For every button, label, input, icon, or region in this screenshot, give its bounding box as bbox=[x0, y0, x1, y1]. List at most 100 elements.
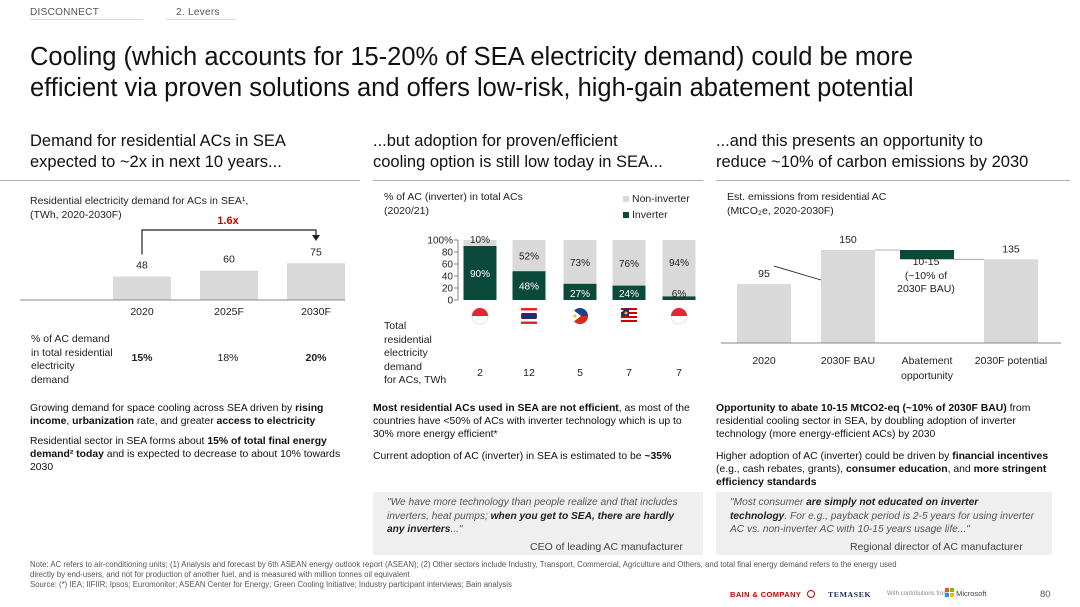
col3-quote-box: "Most consumer are simply not educated o… bbox=[716, 492, 1052, 555]
chart2-total-label: Total residential electricity demand for… bbox=[384, 320, 446, 388]
annotation-line: 10-15 bbox=[912, 256, 940, 268]
bar-value-label: 150 bbox=[839, 234, 857, 246]
legend-non-inverter: Non-inverter bbox=[623, 193, 690, 207]
tab-disconnect[interactable]: DISCONNECT bbox=[30, 7, 100, 18]
quote-text: "We have more technology than people rea… bbox=[387, 496, 689, 537]
total-value: 2 bbox=[477, 367, 483, 379]
bar-value-label: 48 bbox=[136, 259, 148, 271]
thailand-flag-stripe bbox=[521, 308, 537, 311]
tab-levers[interactable]: 2. Levers bbox=[176, 7, 220, 18]
inverter-value-label: 24% bbox=[619, 289, 639, 300]
quote-source: Regional director of AC manufacturer bbox=[850, 541, 1023, 553]
col1-header-line: Demand for residential ACs in SEA bbox=[30, 132, 286, 150]
text: urbanization bbox=[72, 416, 134, 428]
philippines-flag-sun bbox=[573, 314, 577, 318]
title-line-1: Cooling (which accounts for 15-20% of SE… bbox=[30, 43, 914, 71]
text: . For e.g., payback period is 2-5 years … bbox=[730, 510, 1035, 536]
non-inverter-value-label: 73% bbox=[570, 258, 590, 269]
microsoft-icon bbox=[945, 588, 954, 597]
bain-logo: BAIN & COMPANY bbox=[730, 590, 815, 599]
singapore-flag-red-half bbox=[472, 308, 488, 316]
bar-inverter bbox=[463, 246, 497, 300]
total-value: 7 bbox=[626, 367, 632, 379]
inverter-value-label: 27% bbox=[570, 289, 590, 300]
page-number: 80 bbox=[1040, 589, 1051, 600]
text: Higher adoption of AC (inverter) could b… bbox=[716, 451, 953, 462]
total-value: 12 bbox=[523, 367, 535, 379]
quote-text: "Most consumer are simply not educated o… bbox=[730, 496, 1038, 537]
col1-rule bbox=[0, 180, 360, 181]
text: Current adoption of AC (inverter) in SEA… bbox=[373, 451, 645, 462]
x-tick-label: 2030F bbox=[301, 306, 331, 318]
col3-paragraph-2: Higher adoption of AC (inverter) could b… bbox=[716, 450, 1068, 490]
total-label-line: Total bbox=[384, 320, 407, 332]
col3-paragraph-1: Opportunity to abate 10-15 MtCO2-eq (~10… bbox=[716, 402, 1068, 442]
bar-2030f-potential bbox=[984, 259, 1038, 343]
inverter-value-label: 48% bbox=[519, 282, 539, 293]
share-label-line: demand bbox=[31, 373, 69, 386]
chart2-title-line: % of AC (inverter) in total ACs bbox=[384, 191, 523, 203]
chart2-title: % of AC (inverter) in total ACs (2020/21… bbox=[384, 191, 523, 218]
col1-header: Demand for residential ACs in SEA expect… bbox=[30, 131, 350, 173]
text: Opportunity to abate 10-15 MtCO2-eq (~10… bbox=[716, 403, 1007, 414]
bar-inverter bbox=[612, 285, 646, 300]
text: access to electricity bbox=[216, 416, 316, 428]
inverter-value-label: 90% bbox=[470, 269, 490, 280]
page-title: Cooling (which accounts for 15-20% of SE… bbox=[30, 42, 1060, 104]
non-inverter-value-label: 10% bbox=[470, 235, 490, 246]
total-label-line: residential bbox=[384, 333, 432, 346]
x-tick-label: opportunity bbox=[901, 370, 954, 382]
y-tick-label: 100% bbox=[427, 236, 453, 247]
chart1-share-label: % of AC demand in total residential elec… bbox=[31, 333, 113, 387]
y-tick-label: 0 bbox=[447, 296, 453, 307]
growth-label: 1.6x bbox=[217, 215, 239, 227]
share-label-line: in total residential bbox=[31, 346, 113, 359]
text: , bbox=[66, 416, 73, 428]
text: "We have more technology than people rea… bbox=[387, 497, 678, 522]
non-inverter-value-label: 76% bbox=[619, 259, 639, 270]
chart1-svg: 48 2020 60 2025F 75 2030F 1.6x bbox=[20, 215, 345, 318]
col2-paragraph-2: Current adoption of AC (inverter) in SEA… bbox=[373, 450, 703, 463]
bar-2030f-bau bbox=[821, 250, 875, 343]
bar-2025F bbox=[200, 270, 258, 300]
y-tick-label: 40 bbox=[442, 272, 454, 283]
legend-label: Non-inverter bbox=[632, 193, 690, 205]
share-value: 18% bbox=[217, 352, 239, 364]
col2-quote-box: "We have more technology than people rea… bbox=[373, 492, 703, 555]
text: from residential cooling sector in SEA, … bbox=[716, 403, 1031, 441]
total-label-line: demand bbox=[384, 360, 422, 373]
x-tick-label: 2030F BAU bbox=[821, 355, 875, 367]
tab-underline bbox=[166, 19, 236, 20]
bar-non-inverter bbox=[612, 240, 646, 286]
bar-inverter bbox=[563, 283, 597, 300]
indonesia-flag-red-half bbox=[671, 308, 687, 316]
text: are simply not educated on inverter tech… bbox=[730, 497, 979, 522]
thailand-flag-stripe bbox=[521, 310, 537, 313]
col3-header: ...and this presents an opportunity to r… bbox=[716, 131, 1076, 173]
share-label-line: electricity bbox=[31, 360, 75, 372]
bain-logo-text: BAIN & COMPANY bbox=[730, 590, 802, 599]
non-inverter-value-label: 94% bbox=[669, 258, 689, 269]
tab-underline bbox=[30, 19, 143, 20]
contributions-text: With contributions from bbox=[887, 591, 949, 597]
bar-abatement bbox=[900, 250, 954, 260]
col1-header-line: expected to ~2x in next 10 years... bbox=[30, 153, 282, 171]
x-tick-label: 2020 bbox=[130, 306, 154, 318]
malaysia-flag-stripe bbox=[621, 320, 637, 322]
annotation-line: 2030F BAU) bbox=[897, 283, 955, 295]
bar-2020 bbox=[113, 276, 171, 300]
bar-non-inverter bbox=[662, 240, 696, 297]
col1-paragraph-1: Growing demand for space cooling across … bbox=[30, 402, 355, 428]
text: and is expected to decrease to about 10%… bbox=[30, 449, 341, 474]
footnote-line: Source: (*) IEA; IIFIIR; Ipsos; Euromoni… bbox=[30, 579, 512, 589]
total-value: 5 bbox=[577, 367, 583, 379]
chart3-svg: 95 150 135 2020 2030F BAU Abatement opportunit… bbox=[721, 234, 1061, 382]
x-tick-label: 2025F bbox=[214, 306, 244, 318]
text: , and bbox=[947, 464, 974, 476]
share-value: 20% bbox=[305, 352, 327, 364]
text: rate, and greater bbox=[133, 416, 217, 428]
total-label-line: for ACs, TWh bbox=[384, 374, 447, 386]
abatement-annotation: 10-15 (~10% of 2030F BAU) bbox=[880, 256, 972, 297]
text: ~35% bbox=[644, 451, 672, 462]
